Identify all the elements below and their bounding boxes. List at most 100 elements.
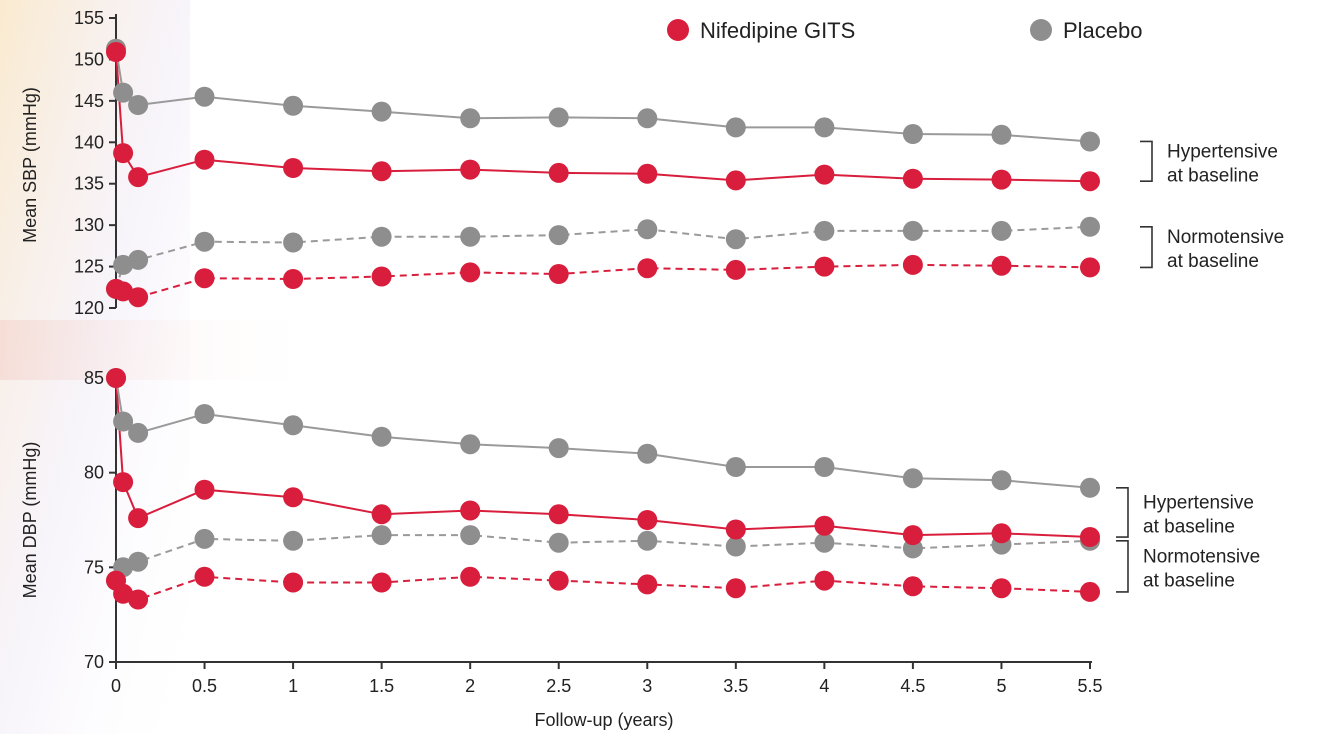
dbp-bracket-hypertensive-label-line2: at baseline	[1143, 516, 1235, 537]
sbp-nifedipine-hypertensive-point	[902, 168, 923, 189]
dbp-nifedipine-hypertensive-point	[194, 479, 215, 500]
dbp-bracket-normotensive-label-line1: Normotensive	[1143, 546, 1260, 567]
x-tick-label: 4	[819, 676, 829, 696]
dbp-nifedipine-normotensive-point	[725, 578, 746, 599]
dbp-y-tick-label: 85	[84, 368, 104, 388]
x-tick-label: 1	[288, 676, 298, 696]
sbp-nifedipine-hypertensive-point	[283, 158, 304, 178]
x-tick-label: 0.5	[192, 676, 217, 696]
sbp-nifedipine-normotensive-point	[1080, 257, 1100, 278]
dbp-nifedipine-normotensive-point	[194, 566, 215, 587]
dbp-nifedipine-hypertensive-point	[548, 504, 569, 525]
dbp-nifedipine-normotensive-point	[128, 589, 149, 610]
sbp-nifedipine-hypertensive-point	[548, 162, 569, 183]
sbp-placebo-normotensive-point	[371, 226, 392, 247]
x-tick-label: 2.5	[546, 676, 571, 696]
dbp-placebo-hypertensive-point	[548, 438, 569, 459]
dbp-placebo-hypertensive-point	[902, 468, 923, 489]
dbp-placebo-hypertensive-point	[128, 422, 149, 443]
sbp-nifedipine-normotensive-point	[725, 259, 746, 280]
sbp-placebo-normotensive-point	[725, 229, 746, 250]
dbp-y-tick-label: 80	[84, 463, 104, 483]
sbp-nifedipine-hypertensive-point	[814, 164, 835, 185]
x-tick-label: 2	[465, 676, 475, 696]
sbp-y-tick-label: 130	[74, 215, 104, 235]
dbp-placebo-normotensive-point	[725, 536, 746, 557]
sbp-nifedipine-hypertensive-point	[460, 159, 481, 180]
dbp-nifedipine-hypertensive-line	[115, 377, 1091, 538]
dbp-placebo-hypertensive-point	[113, 411, 134, 432]
dbp-y-tick-label: 70	[84, 652, 104, 672]
sbp-nifedipine-hypertensive-point	[991, 169, 1012, 190]
sbp-placebo-hypertensive-point	[637, 108, 658, 129]
dbp-nifedipine-normotensive-point	[637, 574, 658, 595]
dbp-placebo-normotensive-point	[283, 530, 304, 551]
sbp-nifedipine-normotensive-point	[460, 262, 481, 283]
dbp-nifedipine-hypertensive-point	[902, 525, 923, 546]
dbp-placebo-hypertensive-point	[725, 457, 746, 477]
sbp-placebo-normotensive-point	[902, 220, 923, 241]
sbp-placebo-hypertensive-point	[814, 117, 835, 138]
sbp-placebo-hypertensive-point	[113, 82, 134, 103]
dbp-placebo-normotensive-point	[194, 528, 215, 549]
dbp-bracket-normotensive	[1116, 540, 1129, 593]
sbp-placebo-hypertensive-point	[283, 95, 304, 116]
sbp-y-axis-title: Mean SBP (mmHg)	[20, 87, 40, 243]
sbp-nifedipine-normotensive-point	[991, 255, 1012, 276]
legend: Nifedipine GITS Placebo	[667, 18, 1143, 43]
sbp-placebo-normotensive-point	[814, 220, 835, 241]
sbp-nifedipine-hypertensive-point	[637, 163, 658, 184]
sbp-bracket-hypertensive-label-line2: at baseline	[1167, 165, 1259, 186]
dbp-placebo-normotensive-point	[460, 525, 481, 546]
sbp-nifedipine-hypertensive-point	[194, 149, 215, 170]
x-tick-label: 4.5	[900, 676, 925, 696]
sbp-placebo-hypertensive-point	[460, 108, 481, 129]
x-tick-label: 1.5	[369, 676, 394, 696]
sbp-nifedipine-normotensive-point	[283, 269, 304, 289]
sbp-placebo-normotensive-point	[637, 219, 658, 240]
dbp-nifedipine-normotensive-point	[113, 583, 134, 604]
sbp-bracket-normotensive	[1140, 226, 1153, 269]
sbp-placebo-normotensive-point	[283, 232, 304, 253]
sbp-placebo-normotensive-point	[991, 220, 1012, 241]
dbp-placebo-hypertensive-point	[814, 457, 835, 477]
dbp-nifedipine-normotensive-point	[1080, 581, 1100, 602]
sbp-placebo-hypertensive-point	[902, 124, 923, 144]
dbp-nifedipine-hypertensive-point	[113, 472, 134, 493]
sbp-placebo-normotensive-point	[548, 225, 569, 246]
x-tick-label: 0	[111, 676, 121, 696]
sbp-nifedipine-normotensive-line	[115, 263, 1091, 299]
sbp-placebo-hypertensive-point	[1080, 131, 1100, 152]
sbp-y-tick-label: 140	[74, 132, 104, 152]
dbp-nifedipine-normotensive-point	[991, 578, 1012, 599]
sbp-nifedipine-normotensive-point	[194, 268, 215, 289]
sbp-bracket-hypertensive-label-line1: Hypertensive	[1167, 141, 1278, 162]
dbp-placebo-normotensive-point	[637, 530, 658, 551]
sbp-placebo-hypertensive-point	[371, 101, 392, 122]
dbp-bracket-hypertensive-label-line1: Hypertensive	[1143, 492, 1254, 513]
dbp-nifedipine-hypertensive-point	[991, 523, 1012, 544]
sbp-placebo-hypertensive-point	[128, 95, 149, 115]
dbp-bracket-hypertensive	[1116, 487, 1129, 538]
dbp-placebo-hypertensive-point	[460, 434, 481, 455]
sbp-y-tick-label: 125	[74, 257, 104, 277]
sbp-y-tick-label: 150	[74, 49, 104, 69]
dbp-panel: 70 75 80 85 0 0.5 1 1.5 2 2.5 3 3.5 4 4.5 5 5.5 Hyperte…	[20, 368, 1260, 730]
dbp-nifedipine-hypertensive-point	[814, 515, 835, 536]
sbp-y-tick-label: 135	[74, 174, 104, 194]
sbp-panel: 120 125 130 135 140 145 150 155 Hypertensive at …	[20, 8, 1284, 318]
sbp-nifedipine-hypertensive-point	[128, 167, 149, 188]
dbp-nifedipine-hypertensive-point	[283, 487, 304, 508]
sbp-placebo-normotensive-line	[115, 225, 1091, 290]
sbp-placebo-hypertensive-point	[725, 117, 746, 138]
dbp-bracket-normotensive-label-line2: at baseline	[1143, 570, 1235, 591]
dbp-placebo-normotensive-point	[548, 532, 569, 553]
dbp-placebo-normotensive-line	[115, 534, 1091, 582]
dbp-placebo-hypertensive-point	[283, 415, 304, 436]
sbp-nifedipine-normotensive-point	[548, 264, 569, 284]
dbp-y-axis-title: Mean DBP (mmHg)	[20, 442, 40, 599]
sbp-nifedipine-normotensive-point	[814, 256, 835, 277]
sbp-placebo-normotensive-point	[194, 231, 215, 252]
sbp-nifedipine-normotensive-point	[113, 281, 134, 302]
sbp-placebo-hypertensive-point	[548, 107, 569, 128]
